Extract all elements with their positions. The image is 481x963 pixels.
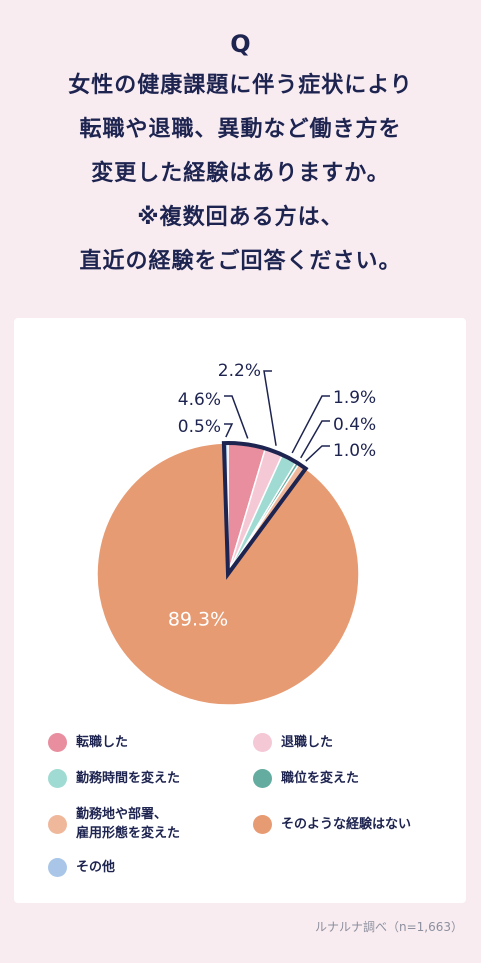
data-label: 0.4% (333, 415, 376, 435)
chart-card: 4.6% 2.2% 1.9% 0.4% 1.0% 0.5% 89.3% 転職した 退職した … (14, 318, 466, 903)
legend-swatch (48, 733, 67, 752)
legend-swatch (48, 814, 67, 834)
question-line: 直近の経験をご回答ください。 (79, 249, 402, 274)
data-label: 1.9% (333, 388, 376, 408)
legend-item-other: その他 (48, 858, 115, 877)
callout-line (224, 423, 234, 438)
callout-line (224, 395, 249, 439)
data-label: 4.6% (178, 390, 221, 410)
data-label: 2.2% (218, 361, 261, 381)
source-note: ルナルナ調べ（n=1,663） (314, 920, 463, 934)
data-label: 89.3% (168, 609, 228, 631)
legend-item-none: そのような経験はない (253, 815, 411, 834)
legend-item-work-hours: 勤務時間を変えた (48, 769, 180, 788)
legend-item-position: 職位を変えた (253, 769, 359, 788)
pie-chart: 4.6% 2.2% 1.9% 0.4% 1.0% 0.5% 89.3% (96, 361, 376, 706)
legend-swatch (48, 858, 67, 877)
legend-swatch (253, 769, 272, 788)
callout-line (305, 445, 330, 462)
question-line: 変更した経験はありますか。 (91, 161, 390, 186)
legend-label: 勤務地や部署、 雇用形態を変えた (76, 807, 181, 841)
question-line: 女性の健康課題に伴う症状により (68, 73, 413, 98)
callout-line (291, 395, 330, 454)
legend-label: 勤務時間を変えた (76, 771, 181, 786)
legend-item-tenshoku: 転職した (48, 733, 128, 752)
question-text: 女性の健康課題に伴う症状により 転職や退職、異動など働き方を 変更した経験はあり… (0, 64, 481, 284)
data-label: 1.0% (333, 441, 376, 461)
highlight-outline (221, 440, 309, 580)
data-label: 0.5% (178, 417, 221, 437)
legend-swatch (253, 815, 272, 834)
legend-item-taishoku: 退職した (253, 733, 333, 752)
legend-label: 退職した (281, 735, 334, 750)
legend-label: そのような経験はない (281, 817, 412, 832)
callout-line (263, 370, 277, 446)
callout-line (300, 420, 330, 459)
legend-label: その他 (76, 860, 116, 875)
question-mark: Q (230, 30, 251, 58)
legend-label: 転職した (76, 735, 129, 750)
legend-label: 職位を変えた (281, 771, 360, 786)
legend-swatch (48, 769, 67, 788)
legend-item-location: 勤務地や部署、 雇用形態を変えた (48, 805, 180, 843)
question-line: ※複数回ある方は、 (137, 205, 344, 230)
legend-swatch (253, 733, 272, 752)
question-line: 転職や退職、異動など働き方を (79, 117, 402, 142)
